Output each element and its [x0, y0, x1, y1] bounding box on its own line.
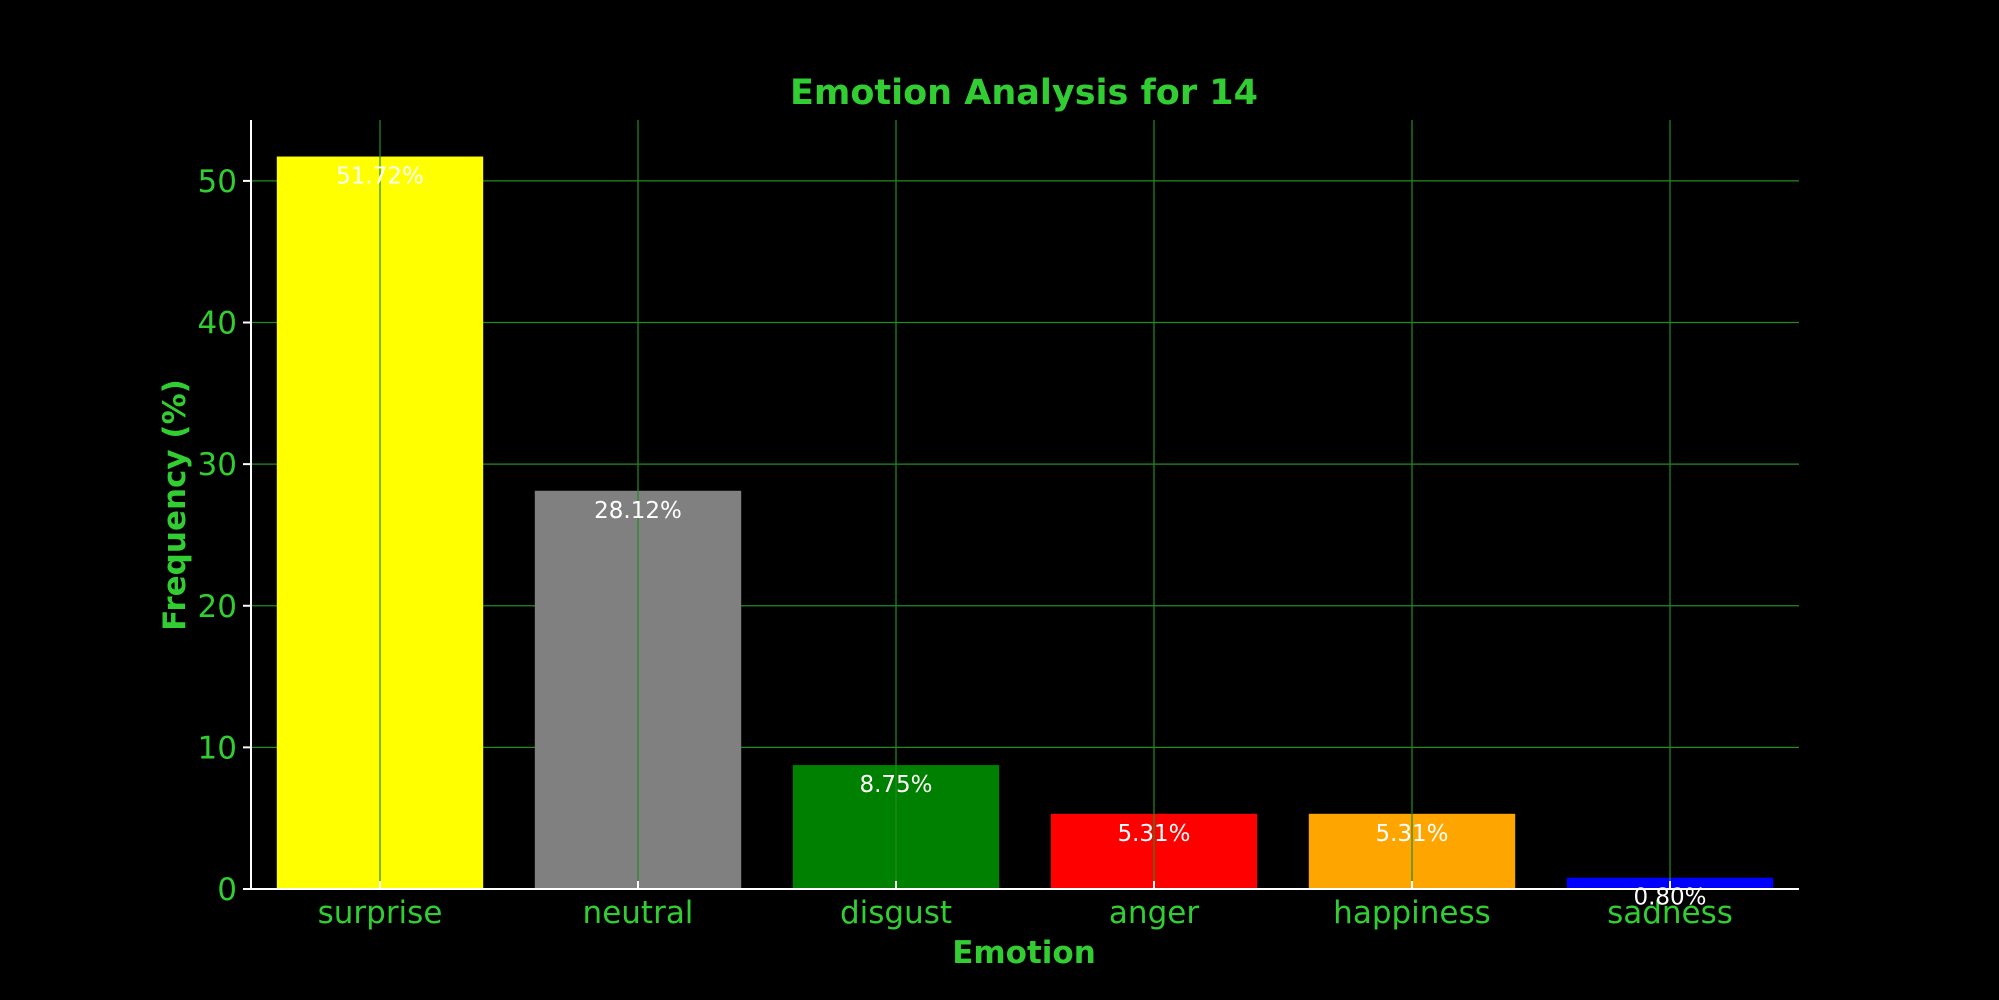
value-label: 5.31%	[1375, 821, 1448, 847]
x-tick-label: anger	[1109, 895, 1199, 931]
y-tick-label: 40	[198, 306, 237, 342]
value-label: 8.75%	[859, 772, 932, 798]
value-label: 51.72%	[336, 164, 424, 190]
x-tick-label: happiness	[1333, 895, 1491, 931]
y-tick-label: 30	[198, 447, 237, 483]
x-ticks: surprise neutral disgust anger happiness sadn…	[318, 881, 1733, 931]
y-tick-label: 50	[198, 164, 237, 200]
value-labels: 51.72% 28.12% 8.75% 5.31% 5.31% 0.80%	[336, 164, 1706, 911]
value-label: 28.12%	[594, 498, 682, 524]
vertical-grid-lines	[379, 120, 1671, 889]
value-label: 5.31%	[1117, 821, 1190, 847]
grid-lines	[251, 180, 1799, 748]
chart-title: Emotion Analysis for 14	[790, 73, 1258, 113]
y-ticks: 0 10 20 30 40 50	[198, 164, 251, 908]
y-tick-label: 0	[217, 872, 237, 908]
y-tick-label: 10	[198, 730, 237, 766]
value-label: 0.80%	[1633, 885, 1706, 911]
x-axis-title: Emotion	[952, 935, 1096, 971]
y-axis-title: Frequency (%)	[157, 379, 193, 631]
y-tick-label: 20	[198, 589, 237, 625]
axes	[250, 120, 1799, 890]
x-tick-label: surprise	[318, 895, 443, 931]
x-tick-label: sadness	[1607, 895, 1733, 931]
x-tick-label: disgust	[840, 895, 952, 931]
x-tick-label: neutral	[583, 895, 694, 931]
